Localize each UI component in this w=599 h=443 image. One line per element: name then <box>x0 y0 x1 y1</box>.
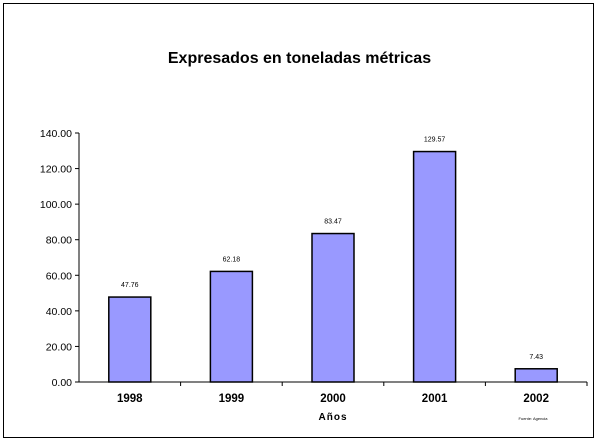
source-note: Fuente: Agencia <box>519 416 549 421</box>
value-label-2002: 7.43 <box>529 354 543 361</box>
chart-title: Expresados en toneladas métricas <box>167 50 432 67</box>
y-tick-label: 140.00 <box>40 128 72 140</box>
value-labels: 47.76 62.18 83.47 129.57 7.43 <box>121 137 543 361</box>
bar-1998 <box>108 296 152 383</box>
x-axis-ticks: 1998 1999 2000 2001 2002 <box>117 382 588 405</box>
y-tick-label: 60.00 <box>46 270 72 282</box>
y-axis-ticks: 0.00 20.00 40.00 60.00 80.00 100.00 120.00 140.… <box>40 128 79 389</box>
y-tick-label: 100.00 <box>40 199 72 211</box>
y-tick-label: 80.00 <box>46 235 72 247</box>
bars <box>108 150 558 383</box>
x-tick-label-2000: 2000 <box>320 393 346 405</box>
chart-frame <box>3 3 594 438</box>
bar-2000 <box>311 232 355 383</box>
bar-1999 <box>209 270 254 383</box>
x-tick-label-2002: 2002 <box>523 393 549 405</box>
value-label-1998: 47.76 <box>121 282 139 289</box>
value-label-2001: 129.57 <box>424 137 446 144</box>
y-tick-label: 120.00 <box>40 164 72 176</box>
bar-2001 <box>412 150 457 383</box>
value-label-1999: 62.18 <box>223 256 241 263</box>
bar-2002 <box>514 368 558 383</box>
y-tick-label: 40.00 <box>46 306 72 318</box>
x-tick-label-2001: 2001 <box>422 393 448 405</box>
y-tick-label: 20.00 <box>46 341 72 353</box>
y-tick-label: 0.00 <box>52 377 73 389</box>
x-axis-title: Años <box>319 412 348 423</box>
x-tick-label-1999: 1999 <box>219 393 245 405</box>
value-label-2000: 83.47 <box>324 219 342 226</box>
x-tick-label-1998: 1998 <box>117 393 143 405</box>
